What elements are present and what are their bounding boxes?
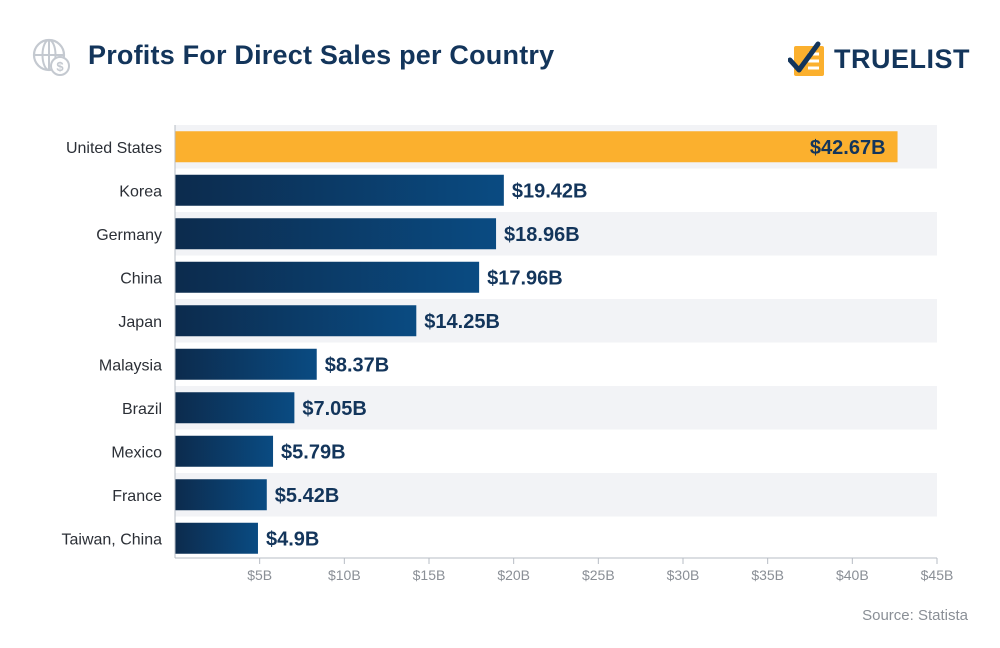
value-label: $18.96B [504, 224, 580, 246]
category-label: Korea [119, 183, 162, 200]
bar [175, 261, 480, 293]
value-label: $42.67B [810, 137, 886, 159]
bar [175, 392, 295, 424]
value-label: $19.42B [512, 180, 588, 202]
value-label: $14.25B [424, 311, 500, 333]
bar [175, 131, 898, 163]
value-label: $7.05B [302, 398, 367, 420]
x-tick-label: $40B [836, 567, 869, 583]
bar [175, 174, 504, 206]
category-label: Taiwan, China [62, 531, 163, 548]
category-label: Japan [118, 314, 162, 331]
category-label: China [120, 270, 162, 287]
chart-title: Profits For Direct Sales per Country [88, 40, 555, 70]
bar-chart: United States $42.67B Korea $19.42B Germany $… [62, 125, 954, 583]
globe-dollar-icon: $ [32, 38, 70, 76]
x-tick-label: $5B [247, 567, 272, 583]
value-label: $5.42B [275, 485, 340, 507]
category-label: Malaysia [99, 357, 162, 374]
x-tick-label: $30B [667, 567, 700, 583]
x-tick-label: $25B [582, 567, 615, 583]
category-label: France [112, 488, 162, 505]
bar [175, 218, 497, 250]
category-label: Germany [96, 227, 162, 244]
category-label: Brazil [122, 401, 162, 418]
category-label: United States [66, 140, 162, 157]
x-tick-label: $20B [497, 567, 530, 583]
value-label: $5.79B [281, 441, 346, 463]
x-tick-label: $10B [328, 567, 361, 583]
value-label: $17.96B [487, 267, 563, 289]
category-label: Mexico [111, 444, 162, 461]
bar [175, 435, 274, 467]
x-tick-label: $15B [413, 567, 446, 583]
bar [175, 522, 258, 554]
logo-text: TRUELIST [834, 44, 970, 74]
row-stripe [175, 386, 937, 430]
row-stripe [175, 473, 937, 517]
checklist-logo-icon [788, 41, 824, 76]
value-label: $8.37B [325, 354, 390, 376]
value-label: $4.9B [266, 528, 319, 550]
x-tick-label: $35B [751, 567, 784, 583]
svg-text:$: $ [56, 59, 64, 74]
bar [175, 305, 417, 337]
bar [175, 479, 267, 511]
bar [175, 348, 317, 380]
header: $ Profits For Direct Sales per Country T… [0, 0, 1000, 110]
x-tick-label: $45B [921, 567, 954, 583]
source-note: Source: Statista [862, 607, 968, 624]
